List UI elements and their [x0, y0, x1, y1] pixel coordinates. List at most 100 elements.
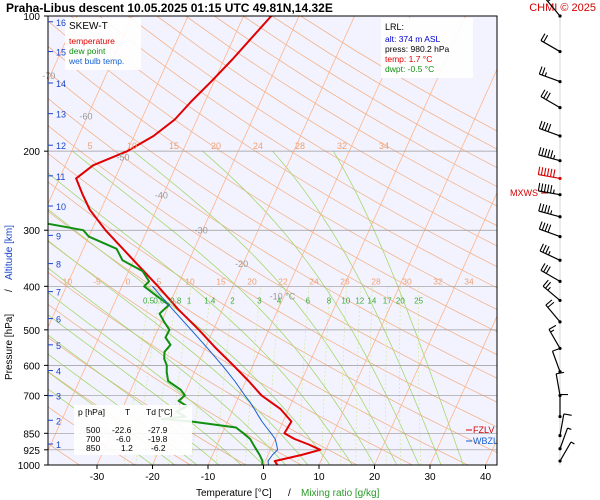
- y-axis-title-pressure: Pressure [hPa]: [4, 314, 15, 380]
- isotherm-label: -70: [42, 71, 55, 81]
- mixing-ratio-label: 20: [396, 296, 405, 305]
- y-tick-label: 300: [23, 226, 40, 237]
- altitude-tick-label: 12: [56, 141, 66, 151]
- theta-label: 5: [157, 276, 162, 286]
- mixing-ratio-label: 8: [327, 296, 332, 305]
- theta-label: 26: [340, 276, 350, 286]
- y-tick-label: 500: [23, 326, 40, 337]
- theta-label: -10: [60, 276, 73, 286]
- isotherm-label: -20: [235, 259, 248, 269]
- wind-barb: [538, 147, 562, 163]
- y-tick-label: 400: [23, 282, 40, 293]
- altitude-tick-label: 6: [56, 315, 61, 325]
- dry-adiabat: [48, 152, 497, 428]
- altitude-tick-label: 3: [56, 392, 61, 402]
- wbzl-label: WBZL: [473, 436, 498, 446]
- isotherm-label: -50: [116, 153, 129, 163]
- isotherm: [263, 16, 466, 465]
- altitude-tick-label: 10: [56, 202, 66, 212]
- isotherm: [152, 16, 355, 465]
- theta-label: 10: [127, 141, 137, 151]
- x-axis-title-sep: /: [288, 488, 291, 499]
- mixing-ratio-label: 6: [306, 296, 311, 305]
- isotherm: [48, 16, 133, 205]
- y-tick-label: 100: [23, 12, 40, 23]
- altitude-tick-label: 15: [56, 48, 66, 58]
- wind-barb: [558, 413, 572, 438]
- legend-temperature: temperature: [69, 36, 115, 46]
- theta-label: 24: [253, 141, 263, 151]
- isotherm: [485, 438, 497, 465]
- altitude-tick-label: 8: [56, 260, 61, 270]
- y-axis-ticks: 100 200 300 400 500 600 700 850 925 1000: [18, 12, 48, 472]
- altitude-tick-label: 5: [56, 341, 61, 351]
- altitude-tick-label: 16: [56, 18, 66, 28]
- isotherm-label: -10 °C: [270, 292, 296, 302]
- altitude-tick-label: 2: [56, 416, 61, 426]
- wind-barb: [538, 120, 562, 138]
- legend: SKEW-T temperature dew point wet bulb te…: [65, 18, 141, 70]
- altitude-tick-label: 14: [56, 79, 66, 89]
- mixing-ratio-label: 10: [341, 296, 350, 305]
- table-header-td: Td [°C]: [146, 407, 173, 417]
- lrl-press: press: 980.2 hPa: [385, 44, 450, 54]
- table-row-td: -27.9: [148, 425, 168, 435]
- theta-label: 32: [433, 276, 443, 286]
- isotherm-label: -60: [79, 111, 92, 121]
- dry-adiabat: [70, 16, 497, 289]
- x-tick-label: 0: [261, 472, 267, 483]
- theta-label: 22: [278, 276, 288, 286]
- altitude-axis: 16 15 14 13 12 11 10 9 8 7 6 5 4 3 2 1: [48, 18, 66, 450]
- mixing-ratio-labels: 0.5 0.6 0.8 1 1.4 2 3 4 6 8 10 12 14 17 20 25: [143, 296, 424, 305]
- mixing-ratio-label: 25: [414, 296, 423, 305]
- dry-adiabat: [127, 16, 497, 247]
- isotherm: [429, 315, 497, 465]
- isotherm: [48, 16, 189, 329]
- theta-label: 24: [309, 276, 319, 286]
- altitude-tick-label: 1: [56, 440, 61, 450]
- theta-label: 0: [126, 276, 131, 286]
- x-axis-ticks: -30 -20 -10 0 10 20 30 40: [90, 465, 491, 483]
- wind-barb: [558, 427, 572, 451]
- y-tick-label: 200: [23, 147, 40, 158]
- table-row-p: 700: [86, 434, 100, 444]
- mixing-ratio-label: 0.8: [170, 296, 182, 305]
- x-tick-label: -10: [201, 472, 216, 483]
- altitude-tick-label: 7: [56, 288, 61, 298]
- x-tick-label: 10: [313, 472, 325, 483]
- y-tick-label: 700: [23, 391, 40, 402]
- legend-title: SKEW-T: [69, 21, 108, 32]
- altitude-tick-label: 11: [56, 172, 65, 182]
- chart-title: Praha-Libus descent 10.05.2025 01:15 UTC…: [6, 1, 333, 15]
- mixing-ratio-label: 2: [230, 296, 235, 305]
- wind-barb: [537, 166, 562, 181]
- dry-adiabat: [185, 16, 497, 207]
- lrl-info: LRL: alt: 374 m ASL press: 980.2 hPa tem…: [381, 18, 473, 78]
- table-header-t: T: [125, 407, 130, 417]
- theta-label: 20: [247, 276, 257, 286]
- y-axis-title-altitude: Altitude [km]: [4, 225, 15, 280]
- x-axis-title: Temperature [°C] / Mixing ratio [g/kg]: [196, 488, 380, 499]
- dry-adiabat: [156, 16, 497, 227]
- isotherm: [318, 68, 497, 465]
- isotherm-label: -30: [195, 225, 208, 235]
- profile-temperature: [75, 16, 322, 465]
- fzlv-label: FZLV: [473, 425, 494, 435]
- wind-barb: [545, 299, 562, 324]
- wind-barb: [540, 263, 562, 283]
- theta-label: -5: [93, 276, 101, 286]
- mixing-ratio-label: 0.6: [153, 296, 165, 305]
- y-axis-title-sep: /: [4, 289, 15, 292]
- pressure-lines: [48, 16, 497, 465]
- table-row-p: 500: [86, 425, 100, 435]
- theta-label: 28: [371, 276, 381, 286]
- x-axis-title-temp: Temperature [°C]: [196, 488, 272, 499]
- level-markers: MXWS FZLV WBZL: [466, 188, 548, 446]
- y-axis-title: Pressure [hPa] / Altitude [km]: [4, 225, 15, 380]
- copyright: CHMI © 2025: [529, 2, 596, 14]
- wind-barb: [538, 221, 562, 239]
- altitude-tick-label: 9: [56, 231, 61, 241]
- dry-adiabat: [48, 97, 497, 379]
- isotherm-label: -40: [155, 191, 168, 201]
- legend-dew-point: dew point: [69, 46, 106, 56]
